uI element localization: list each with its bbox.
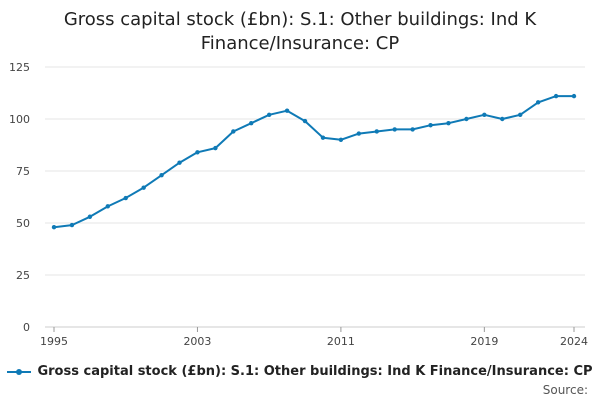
data-point[interactable] — [446, 120, 451, 126]
data-point[interactable] — [177, 160, 182, 165]
legend-swatch — [7, 366, 32, 378]
data-point[interactable] — [195, 150, 200, 155]
data-point[interactable] — [356, 131, 362, 136]
x-tick-label: 2024 — [560, 335, 588, 348]
data-point[interactable] — [51, 224, 57, 230]
chart-title: Gross capital stock (£bn): S.1: Other bu… — [63, 9, 537, 54]
data-point[interactable] — [159, 172, 164, 178]
x-tick-label: 2011 — [327, 335, 355, 348]
data-point[interactable] — [266, 112, 272, 118]
data-point[interactable] — [482, 112, 487, 118]
data-point[interactable] — [213, 145, 218, 151]
data-point[interactable] — [410, 127, 415, 132]
data-point[interactable] — [69, 222, 75, 228]
legend: Gross capital stock (£bn): S.1: Other bu… — [0, 364, 600, 379]
data-point[interactable] — [231, 129, 236, 134]
x-tick-label: 2019 — [470, 335, 498, 348]
data-point[interactable] — [374, 129, 379, 134]
data-point[interactable] — [141, 185, 146, 190]
data-point[interactable] — [571, 93, 577, 99]
y-tick-label: 25 — [16, 269, 30, 282]
data-point[interactable] — [320, 135, 326, 140]
series-line — [53, 95, 574, 229]
data-point[interactable] — [500, 116, 505, 122]
y-tick-label: 125 — [9, 61, 30, 74]
data-point[interactable] — [464, 116, 469, 122]
y-tick-label: 0 — [23, 321, 30, 334]
y-tick-label: 50 — [16, 217, 30, 230]
data-point[interactable] — [518, 112, 523, 118]
source-label: Source: — [542, 383, 588, 397]
series-layer — [51, 93, 577, 230]
data-point[interactable] — [302, 118, 308, 124]
axes: 0 25 50 75 100 125 1995 2003 2011 2019 2024 — [9, 61, 588, 348]
data-point[interactable] — [553, 93, 559, 99]
data-point[interactable] — [284, 108, 290, 113]
x-tick-label: 2003 — [183, 335, 211, 348]
y-tick-label: 75 — [16, 165, 30, 178]
data-point[interactable] — [123, 195, 128, 201]
data-point[interactable] — [392, 127, 397, 132]
data-point[interactable] — [87, 214, 93, 219]
data-point[interactable] — [249, 120, 254, 126]
y-tick-label: 100 — [9, 113, 30, 126]
grid-lines — [45, 66, 585, 328]
data-point[interactable] — [105, 204, 110, 209]
legend-label: Gross capital stock (£bn): S.1: Other bu… — [37, 364, 593, 379]
data-point[interactable] — [338, 137, 344, 142]
data-point[interactable] — [428, 123, 433, 128]
x-tick-label: 1995 — [40, 335, 68, 348]
data-point[interactable] — [535, 100, 541, 105]
